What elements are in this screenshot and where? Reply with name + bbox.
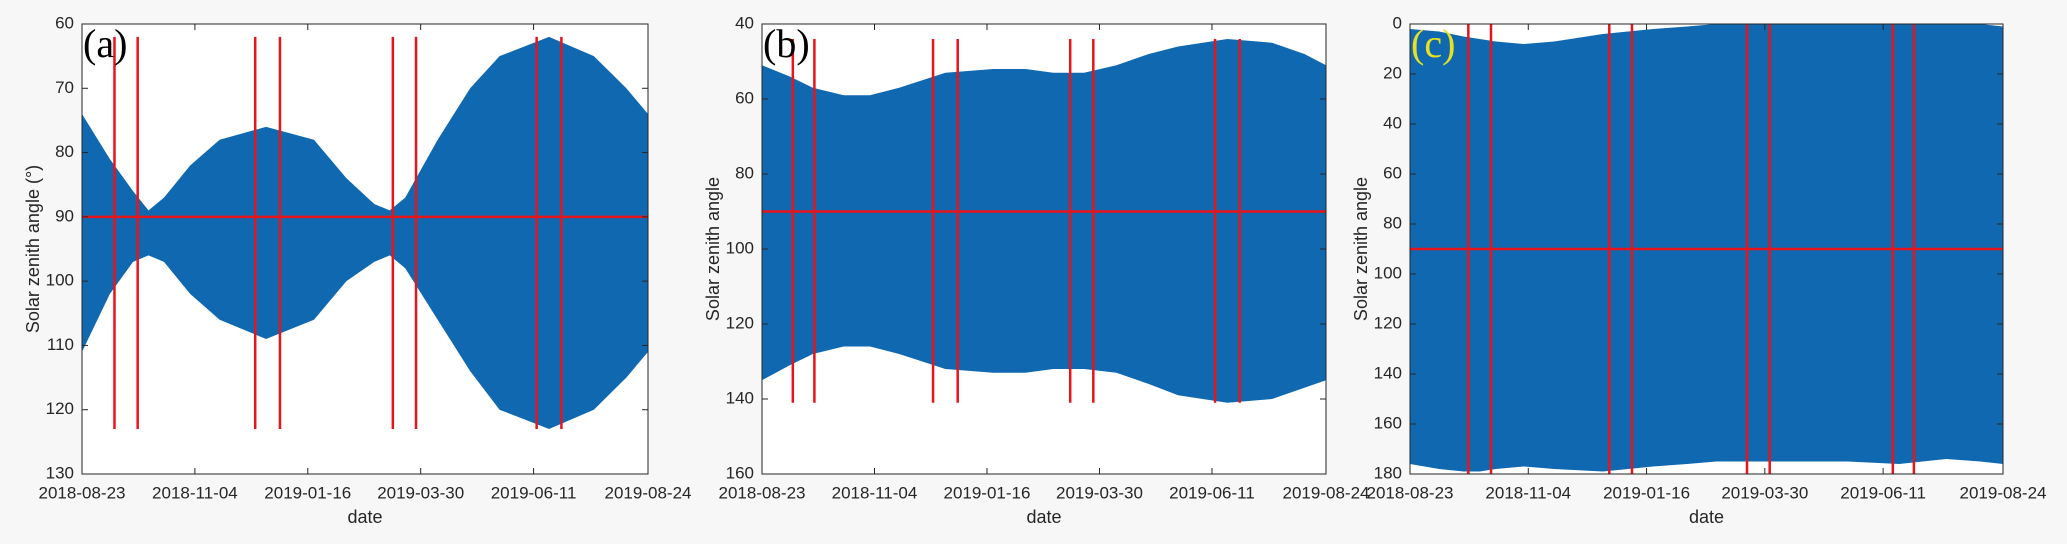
x-tick-label: 2019-08-24 xyxy=(1960,483,2047,502)
x-tick-label: 2018-08-23 xyxy=(719,483,806,502)
x-tick-label: 2019-03-30 xyxy=(377,483,464,502)
panel-label: (b) xyxy=(763,21,810,66)
y-tick-label: 60 xyxy=(1383,163,1402,182)
y-tick-label: 60 xyxy=(55,13,74,32)
y-axis-label: Solar zenith angle xyxy=(703,177,723,321)
y-tick-label: 0 xyxy=(1393,13,1402,32)
y-tick-label: 160 xyxy=(1374,413,1402,432)
y-tick-label: 100 xyxy=(726,238,754,257)
x-tick-label: 2018-11-04 xyxy=(152,483,238,502)
y-tick-label: 60 xyxy=(735,88,754,107)
y-tick-label: 40 xyxy=(1383,113,1402,132)
axes-box xyxy=(1409,23,2004,475)
panel-label: (c) xyxy=(1411,21,1455,66)
y-tick-label: 160 xyxy=(726,463,754,482)
y-tick-label: 140 xyxy=(1374,363,1402,382)
y-tick-label: 80 xyxy=(735,163,754,182)
x-tick-label: 2019-01-16 xyxy=(1603,483,1690,502)
x-tick-label: 2019-06-11 xyxy=(1169,483,1255,502)
x-tick-label: 2019-06-11 xyxy=(1840,483,1926,502)
y-tick-label: 140 xyxy=(726,388,754,407)
y-tick-label: 20 xyxy=(1383,63,1402,82)
x-axis-label: date xyxy=(1689,507,1724,527)
x-tick-label: 2018-08-23 xyxy=(39,483,126,502)
axes-box xyxy=(81,23,649,475)
x-tick-label: 2019-01-16 xyxy=(943,483,1030,502)
x-tick-label: 2018-11-04 xyxy=(832,483,918,502)
panel-label: (a) xyxy=(83,21,127,66)
y-tick-label: 40 xyxy=(735,13,754,32)
band-area xyxy=(82,36,648,429)
y-axis-label: Solar zenith angle xyxy=(1351,177,1371,321)
x-axis-label: date xyxy=(1026,507,1061,527)
x-axis-label: date xyxy=(347,507,382,527)
band-area xyxy=(762,39,1326,403)
y-tick-label: 90 xyxy=(55,206,74,225)
y-tick-label: 120 xyxy=(46,399,74,418)
x-tick-label: 2018-08-23 xyxy=(1367,483,1454,502)
y-tick-label: 100 xyxy=(1374,263,1402,282)
x-tick-label: 2019-08-24 xyxy=(1283,483,1370,502)
y-tick-label: 120 xyxy=(1374,313,1402,332)
y-tick-label: 130 xyxy=(46,463,74,482)
x-tick-label: 2019-08-24 xyxy=(605,483,692,502)
y-tick-label: 80 xyxy=(55,142,74,161)
y-tick-label: 110 xyxy=(47,335,74,354)
x-tick-label: 2019-06-11 xyxy=(491,483,577,502)
x-tick-label: 2019-01-16 xyxy=(264,483,351,502)
y-tick-label: 80 xyxy=(1383,213,1402,232)
y-tick-label: 180 xyxy=(1374,463,1402,482)
y-tick-label: 100 xyxy=(46,271,74,290)
x-tick-label: 2019-03-30 xyxy=(1056,483,1143,502)
x-tick-label: 2018-11-04 xyxy=(1485,483,1571,502)
x-tick-label: 2019-03-30 xyxy=(1721,483,1808,502)
y-axis-label: Solar zenith angle (°) xyxy=(23,165,43,333)
y-tick-label: 120 xyxy=(726,313,754,332)
y-tick-label: 70 xyxy=(55,78,74,97)
